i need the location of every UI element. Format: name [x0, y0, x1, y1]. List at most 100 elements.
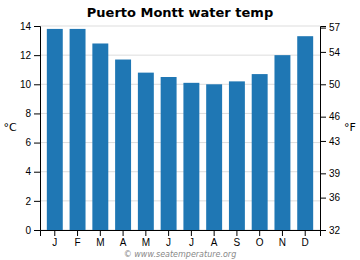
tick-label: M: [142, 237, 150, 248]
tick-mark: [34, 26, 40, 27]
tick-label: 57: [329, 22, 341, 33]
tick: 4: [25, 166, 40, 177]
bar: [252, 74, 268, 230]
bar: [138, 73, 154, 230]
y-axis: 0 2 4 6 8 10 12 14: [20, 21, 41, 236]
bar: [297, 36, 313, 230]
tick: 12: [20, 50, 40, 61]
tick-mark: [320, 84, 326, 85]
tick-mark: [34, 113, 40, 114]
tick-label: 12: [20, 50, 32, 61]
bar: [47, 29, 63, 230]
bars: [47, 29, 313, 230]
chart: JFMAMJJASOND024681012143236394346505457°…: [0, 0, 360, 260]
bar: [92, 43, 108, 230]
axis-line: [41, 231, 321, 237]
tick: M: [142, 230, 150, 248]
tick: 14: [20, 21, 40, 32]
bar: [115, 60, 131, 230]
tick: A: [120, 230, 127, 248]
bar: [161, 77, 177, 230]
title: Puerto Montt water temp: [87, 5, 273, 20]
tick: 6: [25, 137, 40, 148]
tick-mark: [320, 173, 326, 174]
tick: 43: [320, 136, 341, 147]
bar: [206, 84, 222, 230]
tick-mark: [34, 143, 40, 144]
tick-label: 46: [329, 111, 341, 122]
tick: 32: [320, 225, 341, 236]
tick: 8: [25, 108, 40, 119]
bar: [183, 83, 199, 230]
tick-label: 14: [20, 21, 32, 32]
tick-label: 6: [25, 137, 31, 148]
tick-label: J: [189, 237, 194, 248]
tick: J: [52, 230, 57, 248]
tick-label: M: [96, 237, 104, 248]
tick-label: 43: [329, 136, 341, 147]
tick: A: [211, 230, 218, 248]
tick: 36: [320, 192, 341, 203]
tick-label: F: [75, 237, 81, 248]
tick-label: J: [52, 237, 57, 248]
tick-mark: [34, 201, 40, 202]
tick-mark: [214, 230, 215, 236]
tick-label: 50: [329, 79, 341, 90]
tick-label: 10: [20, 79, 32, 90]
tick: J: [189, 230, 194, 248]
tick-label: 8: [25, 108, 31, 119]
y2-axis: 32 36 39 43 46 50 54 57: [320, 22, 341, 235]
annotation: © www.seatemperature.org: [124, 250, 236, 259]
tick-mark: [320, 117, 326, 118]
bar: [274, 55, 290, 230]
tick: 54: [320, 47, 341, 58]
tick-mark: [100, 230, 101, 236]
tick-label: O: [256, 237, 264, 248]
plot: JFMAMJJASOND024681012143236394346505457: [20, 21, 341, 248]
tick-label: J: [166, 237, 171, 248]
bar: [70, 29, 86, 230]
tick-label: 2: [25, 196, 31, 207]
tick-mark: [320, 198, 326, 199]
tick-mark: [168, 230, 169, 236]
tick-mark: [320, 230, 326, 231]
tick: 0: [25, 225, 40, 236]
tick-mark: [259, 230, 260, 236]
tick-mark: [191, 230, 192, 236]
tick-mark: [34, 230, 40, 231]
tick-label: D: [302, 237, 309, 248]
axis-line: [34, 27, 41, 231]
tick: N: [279, 230, 286, 248]
tick: 10: [20, 79, 40, 90]
tick: O: [256, 230, 264, 248]
tick-label: S: [234, 237, 241, 248]
tick: 39: [320, 168, 341, 179]
tick-mark: [320, 52, 326, 53]
tick-mark: [54, 230, 55, 236]
tick-label: 39: [329, 168, 341, 179]
tick-mark: [145, 230, 146, 236]
tick-label: 0: [25, 225, 31, 236]
tick: M: [96, 230, 104, 248]
tick-mark: [34, 172, 40, 173]
tick-mark: [123, 230, 124, 236]
tick-label: 32: [329, 225, 341, 236]
tick-label: 54: [329, 47, 341, 58]
tick: J: [166, 230, 171, 248]
bar: [229, 81, 245, 230]
tick: D: [302, 230, 309, 248]
x-axis: JFMAMJJASOND: [41, 230, 321, 248]
tick-mark: [34, 55, 40, 56]
tick-mark: [305, 230, 306, 236]
tick: 50: [320, 79, 341, 90]
tick-mark: [236, 230, 237, 236]
tick-mark: [320, 28, 326, 29]
grid-line: [40, 26, 320, 27]
tick-label: A: [211, 237, 218, 248]
tick-mark: [34, 84, 40, 85]
tick: 2: [25, 196, 40, 207]
tick-mark: [320, 141, 326, 142]
tick-mark: [77, 230, 78, 236]
tick-label: A: [120, 237, 127, 248]
tick-label: 36: [329, 192, 341, 203]
